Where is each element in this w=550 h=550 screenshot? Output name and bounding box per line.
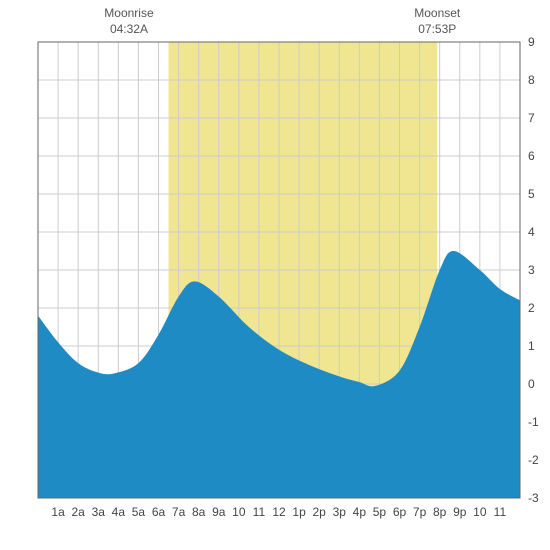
svg-text:1a: 1a	[51, 505, 65, 519]
svg-text:9p: 9p	[453, 505, 467, 519]
moonrise-label: Moonrise	[104, 6, 153, 20]
moonset-label: Moonset	[414, 6, 460, 20]
svg-text:-3: -3	[528, 491, 539, 505]
moonset-annotation: Moonset 07:53P	[414, 6, 460, 37]
svg-text:1p: 1p	[292, 505, 306, 519]
svg-text:5a: 5a	[132, 505, 146, 519]
tide-chart: -3-2-101234567891a2a3a4a5a6a7a8a9a101112…	[0, 0, 550, 550]
svg-text:3a: 3a	[92, 505, 106, 519]
svg-text:7: 7	[528, 111, 535, 125]
svg-text:3p: 3p	[333, 505, 347, 519]
tide-chart-container: -3-2-101234567891a2a3a4a5a6a7a8a9a101112…	[0, 0, 550, 550]
svg-text:-2: -2	[528, 453, 539, 467]
svg-text:1: 1	[528, 339, 535, 353]
svg-text:8a: 8a	[192, 505, 206, 519]
svg-text:7p: 7p	[413, 505, 427, 519]
svg-text:2p: 2p	[312, 505, 326, 519]
svg-text:8: 8	[528, 73, 535, 87]
svg-text:6: 6	[528, 149, 535, 163]
svg-text:4: 4	[528, 225, 535, 239]
svg-text:6a: 6a	[152, 505, 166, 519]
svg-text:12: 12	[272, 505, 286, 519]
svg-text:7a: 7a	[172, 505, 186, 519]
svg-text:2: 2	[528, 301, 535, 315]
svg-text:11: 11	[253, 505, 266, 519]
svg-text:4a: 4a	[112, 505, 126, 519]
svg-text:5: 5	[528, 187, 535, 201]
svg-text:6p: 6p	[393, 505, 407, 519]
svg-text:11: 11	[494, 505, 507, 519]
svg-text:-1: -1	[528, 415, 539, 429]
moonrise-time: 04:32A	[110, 22, 148, 36]
svg-text:4p: 4p	[353, 505, 367, 519]
svg-text:9a: 9a	[212, 505, 226, 519]
moonrise-annotation: Moonrise 04:32A	[104, 6, 153, 37]
svg-text:5p: 5p	[373, 505, 387, 519]
svg-text:8p: 8p	[433, 505, 447, 519]
svg-text:9: 9	[528, 35, 535, 49]
moonset-time: 07:53P	[418, 22, 456, 36]
svg-text:0: 0	[528, 377, 535, 391]
svg-text:10: 10	[232, 505, 246, 519]
svg-text:10: 10	[473, 505, 487, 519]
svg-text:3: 3	[528, 263, 535, 277]
svg-text:2a: 2a	[71, 505, 85, 519]
